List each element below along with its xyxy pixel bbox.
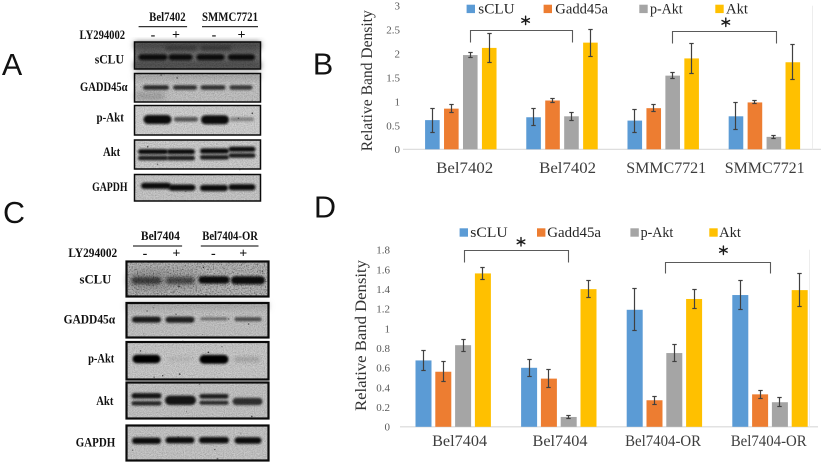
svg-text:sCLU: sCLU: [478, 2, 515, 18]
svg-text:Gadd45a: Gadd45a: [555, 2, 608, 18]
svg-text:Bel7404-OR: Bel7404-OR: [202, 229, 259, 243]
svg-text:SMMC7721: SMMC7721: [725, 160, 805, 177]
svg-text:-: -: [143, 246, 148, 261]
svg-text:Akt: Akt: [726, 2, 748, 18]
svg-text:Relative Band Density: Relative Band Density: [359, 10, 376, 151]
svg-text:A: A: [2, 48, 23, 82]
svg-text:+: +: [172, 246, 180, 261]
svg-text:p-Akt: p-Akt: [650, 2, 683, 18]
svg-text:+: +: [172, 28, 180, 43]
svg-text:B: B: [313, 48, 333, 82]
svg-text:LY294002: LY294002: [80, 28, 126, 42]
svg-text:p-Akt: p-Akt: [641, 225, 674, 241]
svg-text:Bel7404: Bel7404: [141, 229, 181, 243]
svg-text:Bel7402: Bel7402: [149, 10, 186, 24]
svg-text:0: 0: [395, 144, 401, 156]
svg-text:1.2: 1.2: [376, 304, 390, 316]
svg-text:2: 2: [395, 49, 401, 61]
svg-text:2.5: 2.5: [386, 25, 400, 37]
svg-text:3: 3: [395, 1, 401, 13]
svg-text:+: +: [239, 246, 247, 261]
svg-text:0.4: 0.4: [376, 382, 390, 394]
svg-text:0.6: 0.6: [376, 363, 390, 375]
svg-text:GADD45α: GADD45α: [64, 312, 116, 327]
svg-text:D: D: [314, 191, 336, 225]
svg-text:sCLU: sCLU: [470, 225, 508, 241]
svg-text:1.8: 1.8: [376, 245, 390, 257]
svg-text:p-Akt: p-Akt: [97, 110, 125, 125]
svg-text:GAPDH: GAPDH: [92, 179, 127, 194]
svg-text:Gadd45a: Gadd45a: [547, 225, 601, 241]
svg-text:1.6: 1.6: [376, 264, 390, 276]
svg-text:SMMC7721: SMMC7721: [202, 10, 258, 24]
svg-text:-: -: [211, 246, 216, 261]
svg-text:Akt: Akt: [96, 393, 114, 408]
svg-text:p-Akt: p-Akt: [88, 351, 115, 366]
svg-text:1.5: 1.5: [386, 72, 400, 84]
svg-text:LY294002: LY294002: [68, 246, 117, 260]
svg-text:-: -: [151, 28, 156, 43]
svg-text:Relative Band Density: Relative Band Density: [353, 260, 370, 411]
svg-text:Akt: Akt: [719, 225, 741, 241]
svg-text:0.8: 0.8: [376, 343, 390, 355]
svg-text:+: +: [238, 28, 246, 43]
svg-text:0: 0: [385, 422, 391, 434]
svg-text:Bel7402: Bel7402: [436, 160, 493, 177]
svg-text:SMMC7721: SMMC7721: [626, 160, 706, 177]
svg-text:Bel7402: Bel7402: [539, 160, 596, 177]
svg-text:0.2: 0.2: [376, 402, 390, 414]
svg-text:0.5: 0.5: [386, 120, 400, 132]
svg-text:Bel7404-OR: Bel7404-OR: [625, 433, 701, 450]
svg-text:Bel7404: Bel7404: [533, 433, 588, 450]
svg-text:GAPDH: GAPDH: [76, 435, 115, 450]
svg-text:1: 1: [395, 96, 401, 108]
svg-text:Bel7404: Bel7404: [432, 433, 487, 450]
svg-text:C: C: [3, 196, 25, 230]
svg-text:sCLU: sCLU: [95, 52, 125, 67]
svg-text:GADD45α: GADD45α: [80, 79, 128, 94]
svg-text:Akt: Akt: [103, 144, 121, 159]
svg-text:1: 1: [385, 323, 391, 335]
svg-text:1.4: 1.4: [376, 284, 390, 296]
svg-text:-: -: [212, 28, 217, 43]
svg-text:sCLU: sCLU: [80, 272, 112, 287]
svg-text:Bel7404-OR: Bel7404-OR: [731, 433, 807, 450]
